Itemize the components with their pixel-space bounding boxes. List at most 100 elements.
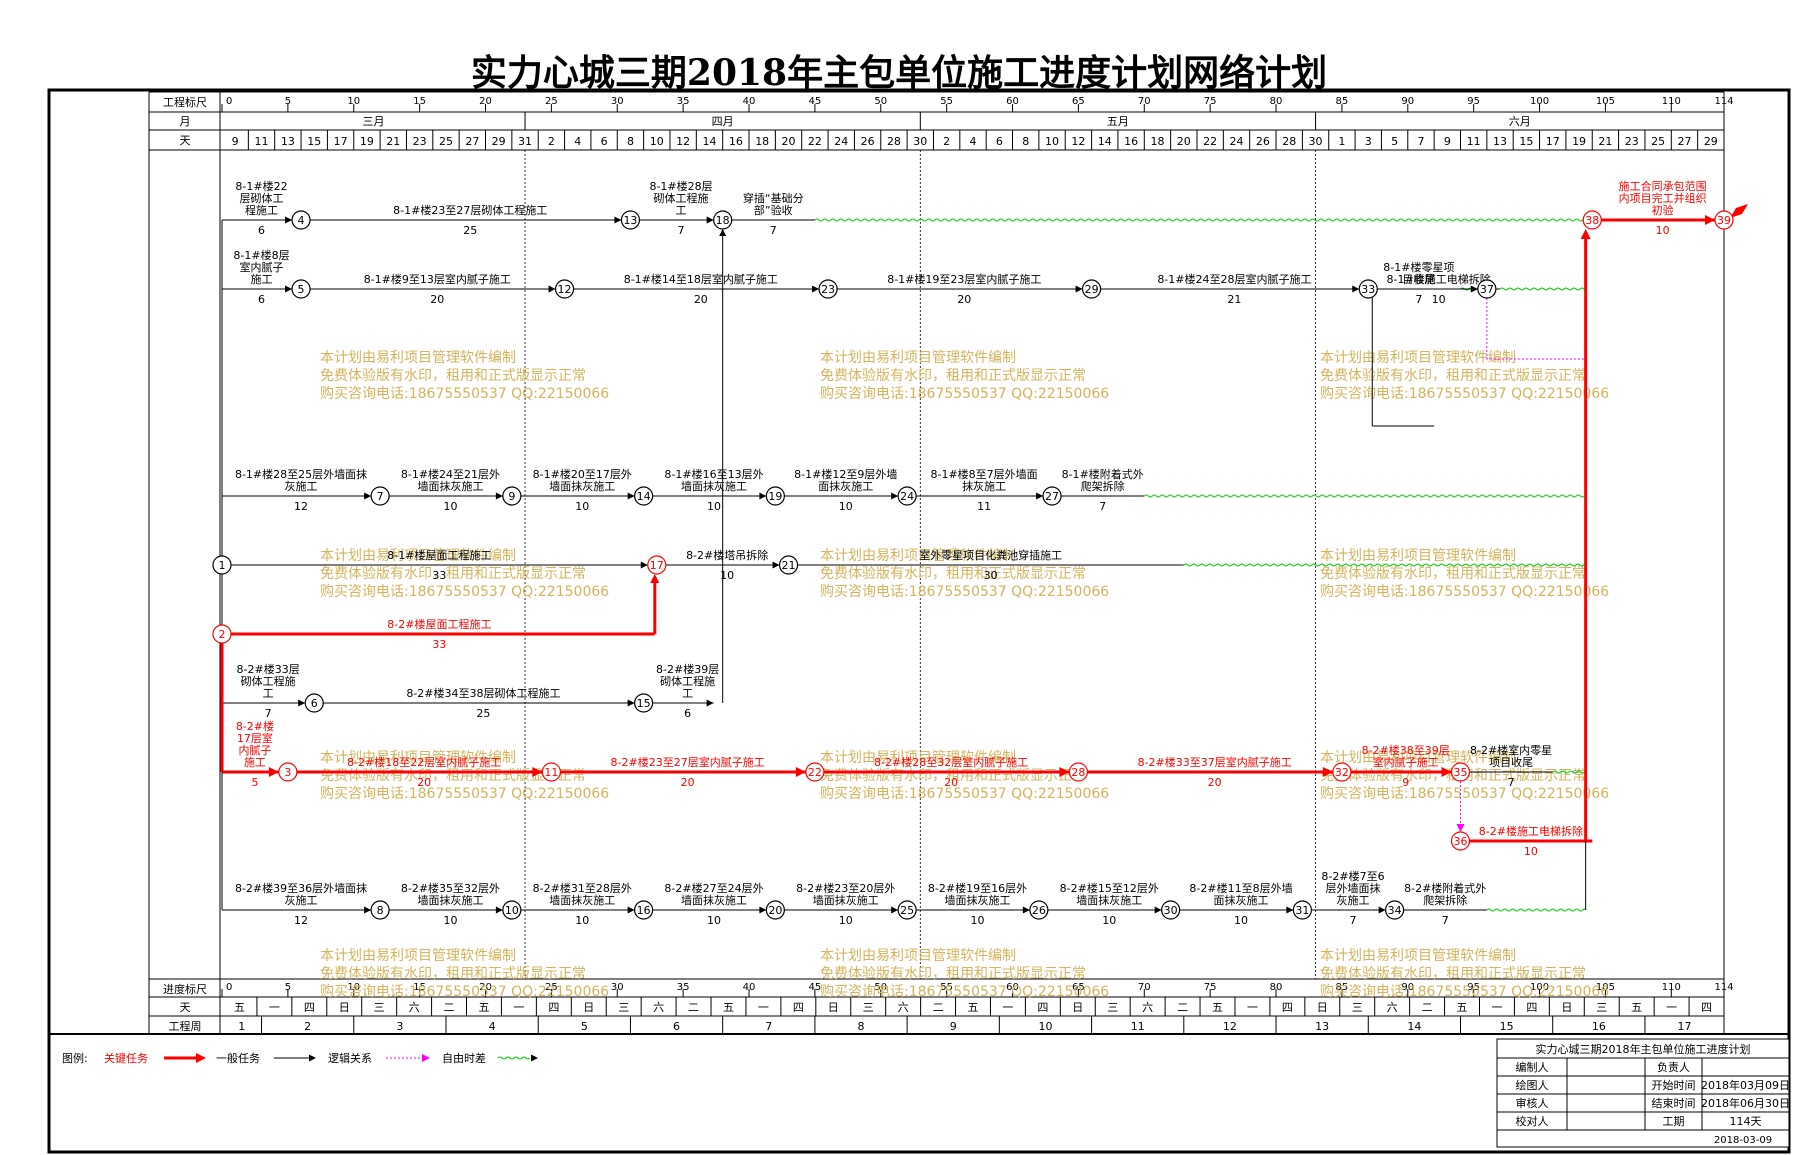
info-table-cell: 工期 [1663, 1115, 1685, 1128]
task-name: 8-2#楼23至27层室内腻子施工 [611, 755, 765, 769]
node-circle [634, 486, 654, 506]
task-duration: 5 [251, 776, 258, 789]
day-label: 15 [307, 135, 321, 148]
day-label: 16 [1124, 135, 1138, 148]
node-id: 39 [1717, 214, 1731, 227]
watermark-text: 本计划由易利项目管理软件编制 [320, 948, 516, 964]
progress-tick-label: 110 [1662, 982, 1681, 993]
progress-tick-label: 85 [1336, 982, 1349, 993]
node-id: 11 [544, 766, 558, 779]
weekday-label: 六 [409, 1001, 420, 1014]
task-name: 目收尾 [1402, 272, 1435, 286]
watermark-text: 本计划由易利项目管理软件编制 [820, 750, 1016, 766]
task-name: 8-2#楼35至32层外 [401, 881, 500, 895]
task-name: 部”验收 [754, 203, 793, 217]
weekday-label: 一 [1491, 1001, 1502, 1014]
node-circle [778, 555, 799, 575]
arrow-head [1059, 767, 1070, 777]
task-duration: 20 [417, 776, 431, 789]
day-label: 4 [574, 135, 581, 148]
task-name: 8-2#楼28至32层室内腻子施工 [874, 755, 1028, 769]
info-table-cell: 绘图人 [1516, 1078, 1549, 1092]
weekday-label: 五 [723, 1001, 734, 1014]
arrow-head [891, 492, 899, 500]
task-name: 8-1#楼22 [235, 179, 287, 193]
day-label: 26 [1256, 135, 1270, 148]
watermark-text: 本计划由易利项目管理软件编制 [1320, 948, 1516, 964]
arrow-head [532, 767, 543, 777]
arrow-head [627, 492, 635, 500]
task-name: 室内腻子施工 [1373, 755, 1439, 769]
task-duration: 10 [1524, 845, 1538, 858]
day-label: 11 [1467, 135, 1481, 148]
task-name: 室外零星项目化粪池穿插施工 [919, 548, 1062, 562]
arrow-head [795, 767, 806, 777]
day-label: 11 [255, 135, 269, 148]
node-circle [805, 762, 825, 782]
watermark-text: 购买咨询电话:18675550537 QQ:22150066 [820, 786, 1109, 802]
week-label: 16 [1592, 1020, 1606, 1033]
weekday-label: 一 [1002, 1001, 1013, 1014]
progress-tick-label: 55 [940, 982, 953, 993]
node-id: 30 [1164, 904, 1178, 917]
task-name: 8-2#楼33至37层室内腻子施工 [1138, 755, 1292, 769]
arrow-head [891, 906, 899, 914]
watermark-text: 购买咨询电话:18675550537 QQ:22150066 [820, 984, 1109, 1000]
watermark-text: 购买咨询电话:18675550537 QQ:22150066 [320, 584, 609, 600]
weekday-label: 五 [968, 1001, 979, 1014]
ruler-tick-label: 110 [1662, 96, 1681, 107]
ruler-tick-label: 35 [677, 96, 690, 107]
weekday-label: 五 [1212, 1001, 1223, 1014]
week-label: 10 [1038, 1020, 1052, 1033]
arrow-head [309, 1054, 316, 1062]
task-name: 8-1#楼8层 [233, 248, 289, 262]
weekday-label: 一 [269, 1001, 280, 1014]
node-circle [1358, 279, 1378, 299]
day-label: 30 [913, 135, 927, 148]
legend-float: 自由时差 [442, 1051, 486, 1065]
node-id: 22 [808, 766, 822, 779]
node-circle [634, 900, 654, 920]
node-circle [370, 486, 390, 506]
arrow-head [812, 285, 820, 293]
task-name: 8-1#楼附着式外 [1062, 467, 1144, 481]
task-name: 8-2#楼27至24层外 [664, 881, 763, 895]
day-label: 23 [1625, 135, 1639, 148]
ruler-tick-label: 85 [1336, 96, 1349, 107]
free-float [1183, 563, 1587, 567]
task-name: 墙面抹灰施工 [1076, 893, 1142, 907]
node-id: 12 [558, 283, 572, 296]
task-duration: 20 [430, 293, 444, 306]
progress-tick-label: 20 [479, 982, 492, 993]
month-label: 月 [180, 115, 191, 128]
node-id: 16 [637, 904, 651, 917]
watermark-text: 购买咨询电话:18675550537 QQ:22150066 [1320, 984, 1609, 1000]
watermark-text: 免费体验版有水印，租用和正式版显示正常 [1320, 566, 1586, 582]
watermark-text: 本计划由易利项目管理软件编制 [1320, 548, 1516, 564]
weekday-label: 四 [1526, 1001, 1537, 1014]
task-name: 8-1#楼14至18层室内腻子施工 [624, 272, 778, 286]
weekday-label: 五 [1457, 1001, 1468, 1014]
task-name: 灰施工 [285, 893, 318, 907]
day-label: 10 [1045, 135, 1059, 148]
node-circle [1332, 762, 1352, 782]
task-name: 8-1#楼24至28层室内腻子施工 [1157, 272, 1311, 286]
task-name: 8-1#楼9至13层室内腻子施工 [364, 272, 511, 286]
task-duration: 7 [265, 707, 272, 720]
node-circle [818, 279, 838, 299]
task-name: 爬架拆除 [1081, 479, 1125, 493]
node-circle [765, 900, 785, 920]
day-label: 23 [413, 135, 427, 148]
day-label: 22 [808, 135, 822, 148]
weekday-label: 天 [180, 1001, 191, 1014]
task-name: 墙面抹灰施工 [549, 479, 615, 493]
task-duration: 7 [1415, 293, 1422, 306]
task-name: 内项目完工并组织 [1619, 191, 1707, 205]
watermark-text: 本计划由易利项目管理软件编制 [320, 548, 516, 564]
task-duration: 6 [258, 293, 265, 306]
weekday-label: 二 [1177, 1001, 1188, 1014]
node-id: 32 [1335, 766, 1349, 779]
task-name: 初验 [1652, 203, 1674, 217]
arrow-head [1322, 767, 1333, 777]
node-id: 28 [1071, 766, 1085, 779]
